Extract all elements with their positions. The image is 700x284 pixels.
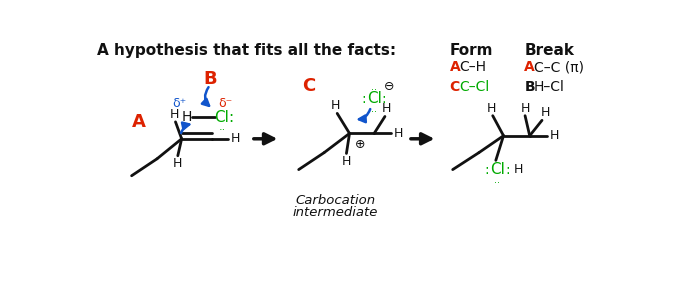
Text: C: C bbox=[302, 78, 315, 95]
Text: C–Cl: C–Cl bbox=[459, 80, 489, 93]
Text: A: A bbox=[524, 60, 535, 74]
Text: H: H bbox=[486, 101, 496, 114]
Text: A: A bbox=[132, 113, 146, 131]
Text: C–C (π): C–C (π) bbox=[533, 60, 584, 74]
Text: :: : bbox=[484, 163, 489, 177]
Text: H: H bbox=[331, 99, 340, 112]
Text: :: : bbox=[361, 92, 365, 106]
Text: ..: .. bbox=[371, 82, 377, 92]
Text: C: C bbox=[449, 80, 460, 93]
Text: H: H bbox=[382, 102, 391, 115]
Text: H: H bbox=[173, 157, 183, 170]
Text: :: : bbox=[228, 110, 234, 125]
Text: H: H bbox=[514, 163, 524, 176]
Text: δ⁻: δ⁻ bbox=[218, 97, 232, 110]
Text: C–H: C–H bbox=[459, 60, 486, 74]
Text: H: H bbox=[394, 127, 403, 140]
Text: Form: Form bbox=[449, 43, 493, 58]
Text: Break: Break bbox=[524, 43, 574, 58]
Text: A hypothesis that fits all the facts:: A hypothesis that fits all the facts: bbox=[97, 43, 396, 58]
Text: :: : bbox=[505, 163, 510, 177]
Text: H: H bbox=[182, 110, 192, 124]
Text: Cl: Cl bbox=[367, 91, 382, 106]
Text: A: A bbox=[449, 60, 461, 74]
Text: H: H bbox=[540, 106, 550, 119]
Text: H: H bbox=[550, 129, 559, 142]
Text: H: H bbox=[342, 154, 351, 168]
Text: H: H bbox=[231, 132, 240, 145]
Text: ..: .. bbox=[219, 122, 226, 132]
Text: B: B bbox=[524, 80, 535, 93]
Text: ..: .. bbox=[371, 104, 377, 114]
Text: δ⁺: δ⁺ bbox=[172, 97, 186, 110]
Text: B: B bbox=[203, 70, 217, 88]
Text: Cl: Cl bbox=[214, 110, 229, 125]
Text: H: H bbox=[169, 108, 178, 121]
Text: ⊖: ⊖ bbox=[384, 80, 395, 93]
Text: H–Cl: H–Cl bbox=[533, 80, 564, 93]
Text: Cl: Cl bbox=[490, 162, 505, 177]
Text: Carbocation: Carbocation bbox=[295, 194, 376, 207]
Text: ⊕: ⊕ bbox=[355, 138, 365, 151]
Text: :: : bbox=[382, 92, 386, 106]
Text: H: H bbox=[520, 101, 530, 114]
Text: ..: .. bbox=[494, 175, 500, 185]
Text: intermediate: intermediate bbox=[293, 206, 378, 219]
